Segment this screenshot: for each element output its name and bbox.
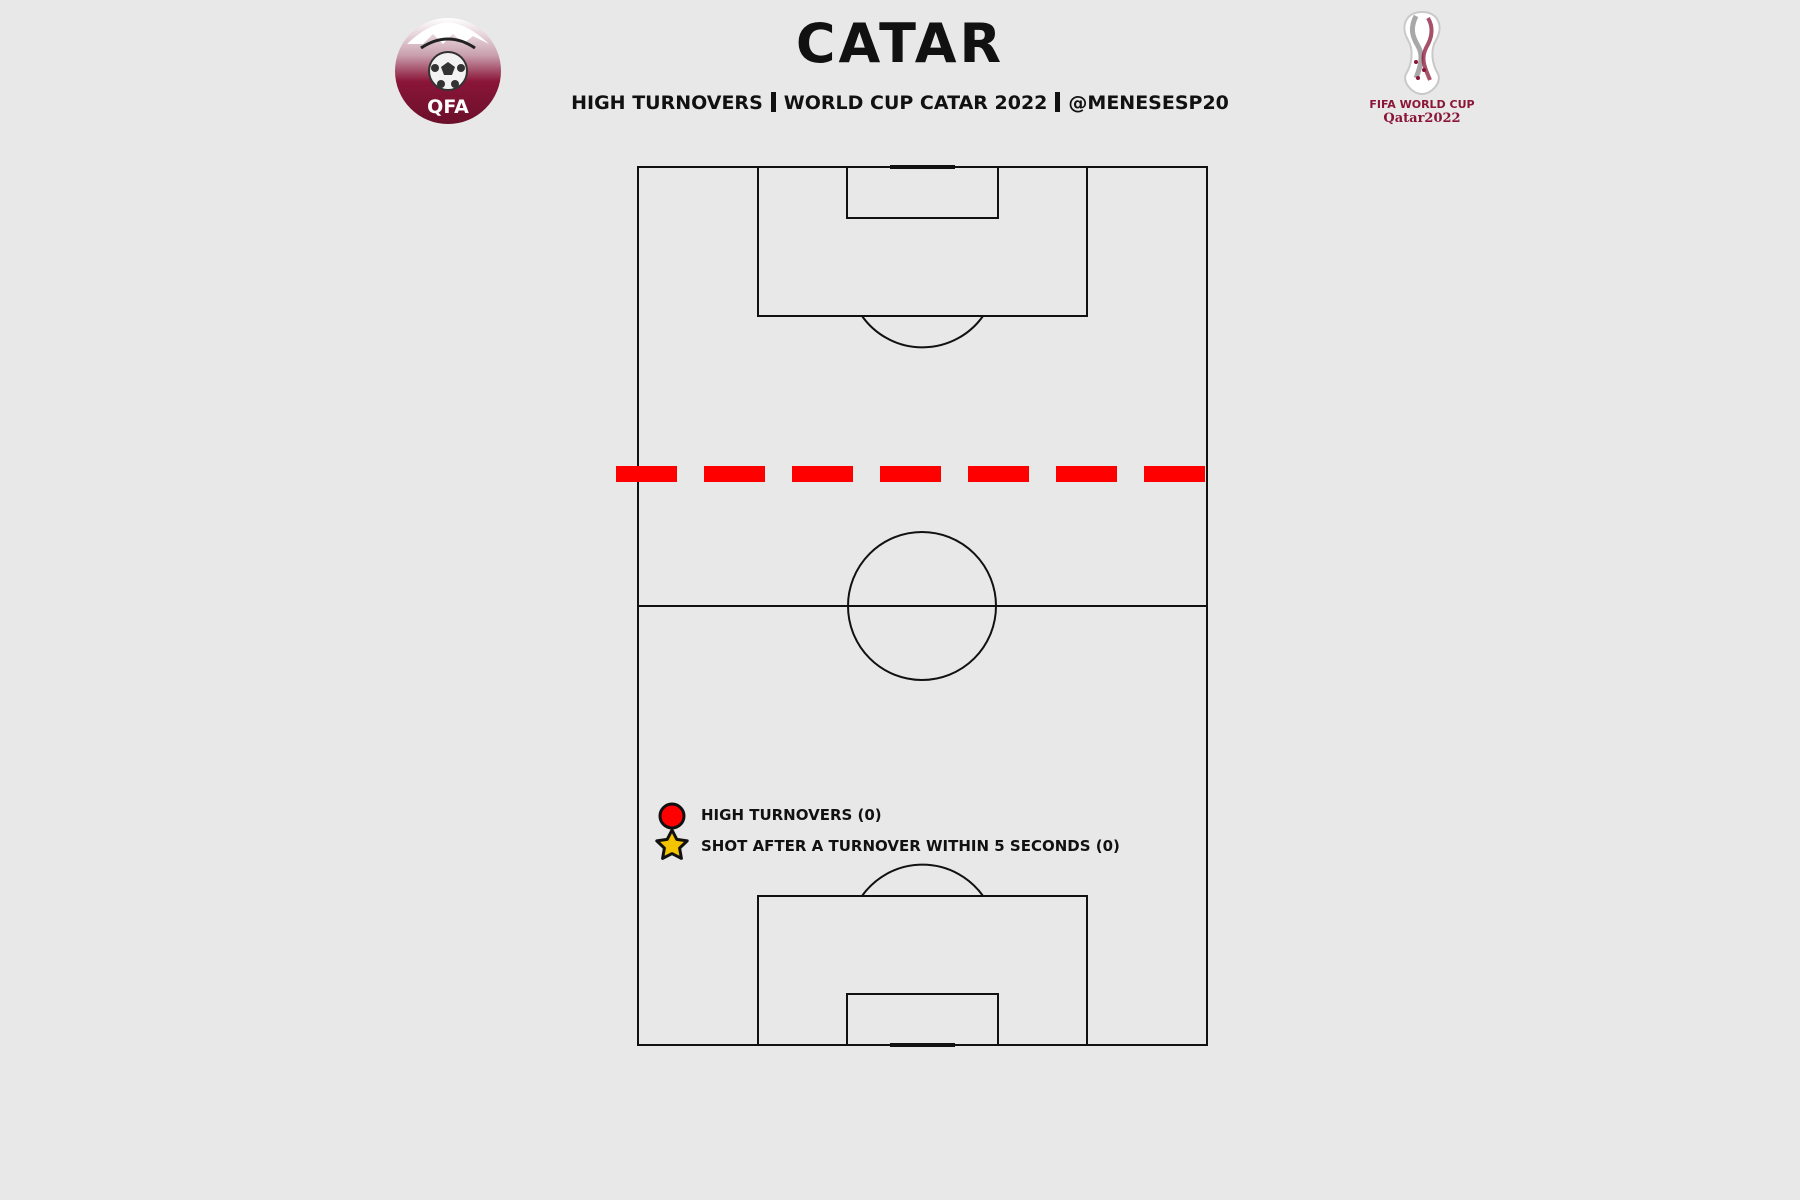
legend-shot-star-icon <box>655 828 689 860</box>
chart-title: CATAR <box>795 12 1005 75</box>
top-penalty-box <box>757 166 1088 317</box>
subtitle-separator <box>770 92 776 112</box>
qfa-logo-text: QFA <box>427 96 469 118</box>
wc-logo-line2: Qatar2022 <box>1383 111 1460 126</box>
bottom-six-yard-box <box>846 993 999 1046</box>
qfa-crest-logo: QFA <box>395 18 501 124</box>
legend-turnover-label: HIGH TURNOVERS (0) <box>701 806 882 824</box>
top-penalty-arc <box>861 315 984 349</box>
legend: HIGH TURNOVERS (0) SHOT AFTER A TURNOVER… <box>655 802 1120 860</box>
bottom-penalty-box <box>757 895 1088 1046</box>
chart-subtitle: HIGH TURNOVERS WORLD CUP CATAR 2022 @MENES… <box>0 92 1800 114</box>
bottom-penalty-arc <box>861 863 984 897</box>
subtitle-author: @MENESESP20 <box>1068 92 1229 114</box>
top-six-yard-box <box>846 166 999 219</box>
legend-shot-label: SHOT AFTER A TURNOVER WITHIN 5 SECONDS (… <box>701 837 1120 855</box>
wc-logo-line1: FIFA WORLD CUP <box>1369 98 1474 111</box>
subtitle-separator <box>1055 92 1061 112</box>
subtitle-metric: HIGH TURNOVERS <box>571 92 763 114</box>
subtitle-competition: WORLD CUP CATAR 2022 <box>783 92 1048 114</box>
world-cup-emblem-logo: FIFA WORLD CUP Qatar2022 <box>1369 10 1475 126</box>
center-circle <box>847 531 997 681</box>
legend-turnover-marker <box>658 802 686 830</box>
